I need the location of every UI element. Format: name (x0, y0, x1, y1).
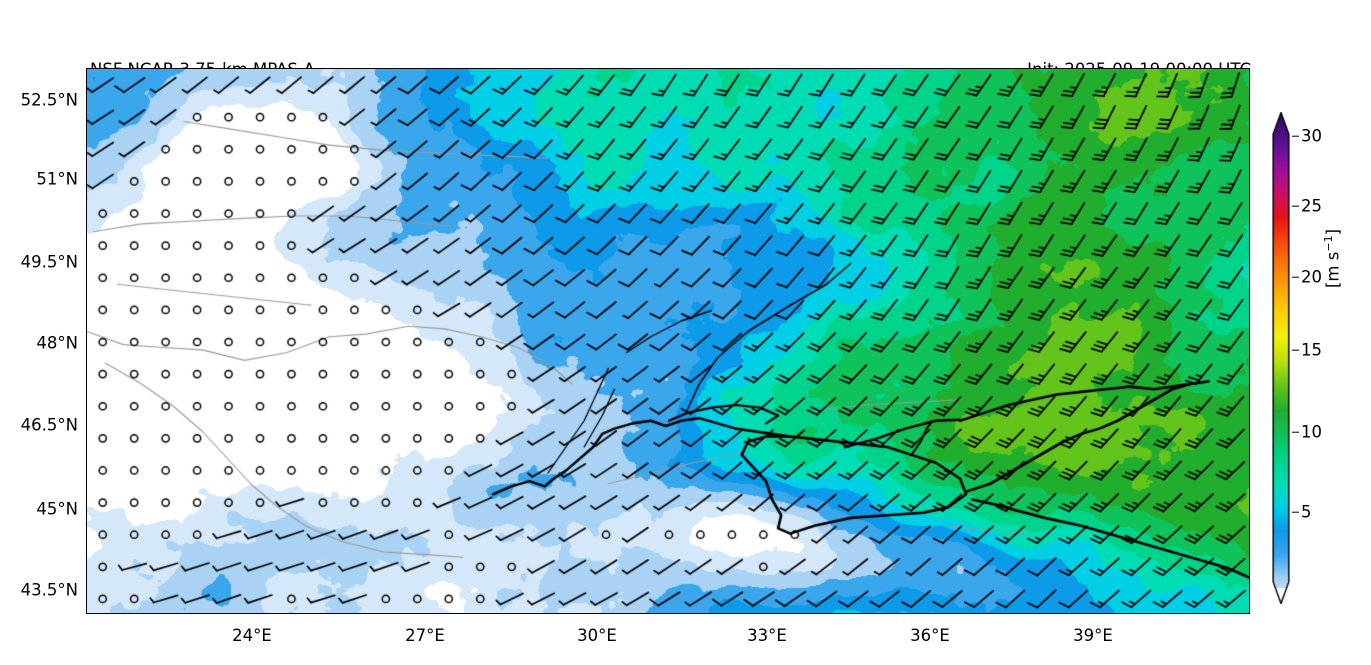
lon-tick-label-2: 30°E (577, 626, 617, 645)
wind-field-canvas (87, 69, 1249, 613)
lon-tick-label-4: 36°E (910, 626, 950, 645)
lat-tick-label-3: 48°N (36, 333, 78, 353)
lat-tick-label-2: 49.5°N (20, 252, 78, 272)
colorbar-unit-text: [m s (1323, 251, 1343, 288)
latitude-axis: 52.5°N 51°N 49.5°N 48°N 46.5°N 45°N 43.5°N (0, 0, 78, 665)
longitude-axis: 24°E 27°E 30°E 33°E 36°E 39°E (0, 626, 1371, 656)
colorbar-tick-label-5: 5 (1292, 503, 1312, 522)
colorbar-unit-exponent: −1 (1322, 235, 1335, 252)
colorbar-tick-label-1: 25 (1292, 197, 1322, 216)
lon-tick-label-1: 27°E (405, 626, 445, 645)
colorbar-tick-label-2: 20 (1292, 268, 1322, 287)
colorbar-gradient (1272, 112, 1290, 604)
lat-tick-label-4: 46.5°N (20, 415, 78, 435)
colorbar: 30 25 20 15 10 5 (1272, 112, 1322, 604)
colorbar-unit-tail: ] (1323, 228, 1343, 236)
colorbar-tick-label-0: 30 (1292, 127, 1322, 146)
lat-tick-label-5: 45°N (36, 499, 78, 519)
map-plot-area (86, 68, 1250, 614)
lon-tick-label-5: 39°E (1073, 626, 1113, 645)
lat-tick-label-0: 52.5°N (20, 90, 78, 110)
lon-tick-label-3: 33°E (747, 626, 787, 645)
lon-tick-label-0: 24°E (232, 626, 272, 645)
colorbar-tick-label-4: 10 (1292, 423, 1322, 442)
colorbar-tick-label-3: 15 (1292, 341, 1322, 360)
lat-tick-label-1: 51°N (36, 169, 78, 189)
lat-tick-label-6: 43.5°N (20, 580, 78, 600)
colorbar-unit-label: [m s−1] (1322, 229, 1343, 288)
